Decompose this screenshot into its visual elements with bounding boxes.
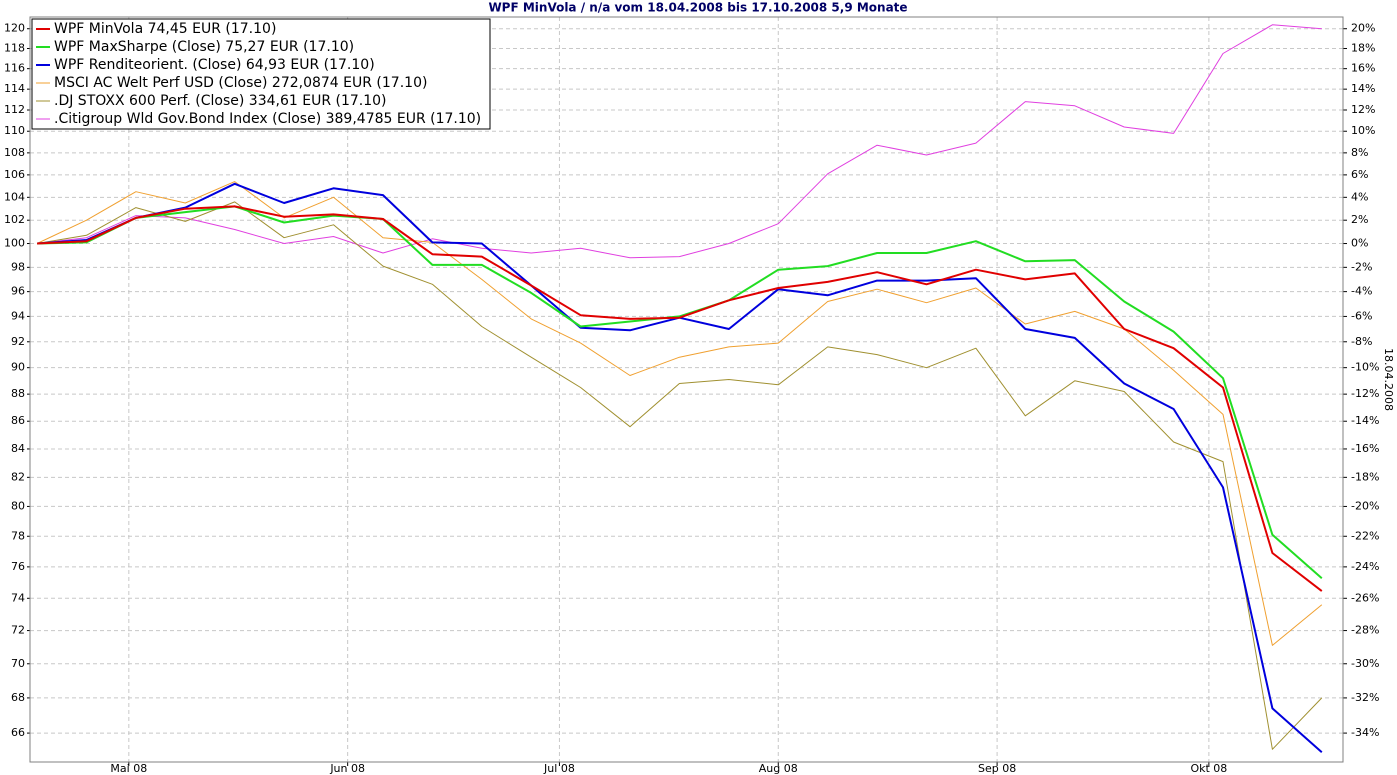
y-tick-label: 116 — [4, 62, 25, 75]
y2-tick-label: -14% — [1351, 414, 1379, 427]
legend-label: WPF MaxSharpe (Close) 75,27 EUR (17.10) — [54, 39, 354, 55]
y-tick-label: 104 — [4, 190, 25, 203]
legend-label: .DJ STOXX 600 Perf. (Close) 334,61 EUR (… — [54, 93, 387, 109]
y-tick-label: 112 — [4, 103, 25, 116]
y-tick-label: 94 — [11, 309, 25, 322]
x-tick-label: Mai 08 — [110, 762, 147, 775]
y-tick-label: 100 — [4, 237, 25, 250]
y2-tick-label: 12% — [1351, 103, 1375, 116]
legend-label: .Citigroup Wld Gov.Bond Index (Close) 38… — [54, 111, 481, 127]
y2-tick-label: -20% — [1351, 499, 1379, 512]
y2-tick-label: -34% — [1351, 726, 1379, 739]
y-tick-label: 108 — [4, 146, 25, 159]
y2-tick-label: -4% — [1351, 285, 1372, 298]
y2-tick-label: -22% — [1351, 529, 1379, 542]
y-tick-label: 110 — [4, 124, 25, 137]
y2-tick-label: -12% — [1351, 387, 1379, 400]
x-tick-label: Aug 08 — [759, 762, 798, 775]
y-tick-label: 102 — [4, 213, 25, 226]
y-tick-label: 114 — [4, 82, 25, 95]
series-line — [37, 24, 1322, 259]
legend-box — [31, 18, 491, 130]
y2-tick-label: 18% — [1351, 42, 1375, 55]
y2-tick-label: 14% — [1351, 82, 1375, 95]
y2-tick-label: -18% — [1351, 470, 1379, 483]
series-line — [37, 205, 1323, 592]
y2-tick-label: -2% — [1351, 260, 1372, 273]
y-tick-label: 88 — [11, 387, 25, 400]
y-tick-label: 70 — [11, 657, 25, 670]
y2-tick-label: 4% — [1351, 190, 1368, 203]
y-tick-label: 74 — [11, 591, 25, 604]
y2-tick-label: -16% — [1351, 442, 1379, 455]
y-tick-label: 66 — [11, 726, 25, 739]
series-line — [37, 201, 1323, 750]
series-line — [36, 181, 1323, 646]
y2-tick-label: 10% — [1351, 124, 1375, 137]
y2-tick-label: 2% — [1351, 213, 1368, 226]
y-tick-label: 82 — [11, 470, 25, 483]
y2-tick-label: 20% — [1351, 22, 1375, 35]
y2-tick-label: -32% — [1351, 691, 1379, 704]
y-tick-label: 78 — [11, 529, 25, 542]
y2-tick-label: -28% — [1351, 624, 1379, 637]
y2-tick-label: 16% — [1351, 62, 1375, 75]
series-line — [37, 205, 1323, 579]
y2-axis-label: 18.04.2008 — [1382, 348, 1395, 411]
x-tick-label: Jun 08 — [329, 762, 365, 775]
y-tick-label: 84 — [11, 442, 25, 455]
legend-label: WPF MinVola 74,45 EUR (17.10) — [54, 21, 276, 37]
y2-tick-label: -10% — [1351, 361, 1379, 374]
y2-tick-label: -6% — [1351, 309, 1372, 322]
y-tick-label: 120 — [4, 22, 25, 35]
y-tick-label: 72 — [11, 624, 25, 637]
y-tick-label: 96 — [11, 285, 25, 298]
legend: WPF MinVola 74,45 EUR (17.10) WPF MaxShar… — [31, 18, 491, 130]
y2-tick-label: 6% — [1351, 168, 1368, 181]
legend-label: MSCI AC Welt Perf USD (Close) 272,0874 E… — [54, 75, 427, 91]
y2-tick-label: -8% — [1351, 335, 1372, 348]
y-tick-label: 76 — [11, 560, 25, 573]
legend-label: WPF Renditeorient. (Close) 64,93 EUR (17… — [54, 57, 375, 73]
y-tick-label: 118 — [4, 42, 25, 55]
y-tick-label: 90 — [11, 361, 25, 374]
y2-tick-label: 0% — [1351, 237, 1368, 250]
y-tick-label: 86 — [11, 414, 25, 427]
y-tick-label: 106 — [4, 168, 25, 181]
x-tick-label: Jul 08 — [543, 762, 575, 775]
y2-tick-label: -26% — [1351, 591, 1379, 604]
y2-tick-label: -24% — [1351, 560, 1379, 573]
y-tick-label: 68 — [11, 691, 25, 704]
y-tick-label: 98 — [11, 260, 25, 273]
y2-tick-label: -30% — [1351, 657, 1379, 670]
y-tick-label: 80 — [11, 499, 25, 512]
y-tick-label: 92 — [11, 335, 25, 348]
x-tick-label: Sep 08 — [978, 762, 1016, 775]
plot-area — [30, 17, 1343, 762]
x-tick-label: Okt 08 — [1190, 762, 1227, 775]
chart-title: WPF MinVola / n/a vom 18.04.2008 bis 17.… — [488, 1, 907, 15]
plot-frame — [29, 16, 1344, 763]
y2-tick-label: 8% — [1351, 146, 1368, 159]
